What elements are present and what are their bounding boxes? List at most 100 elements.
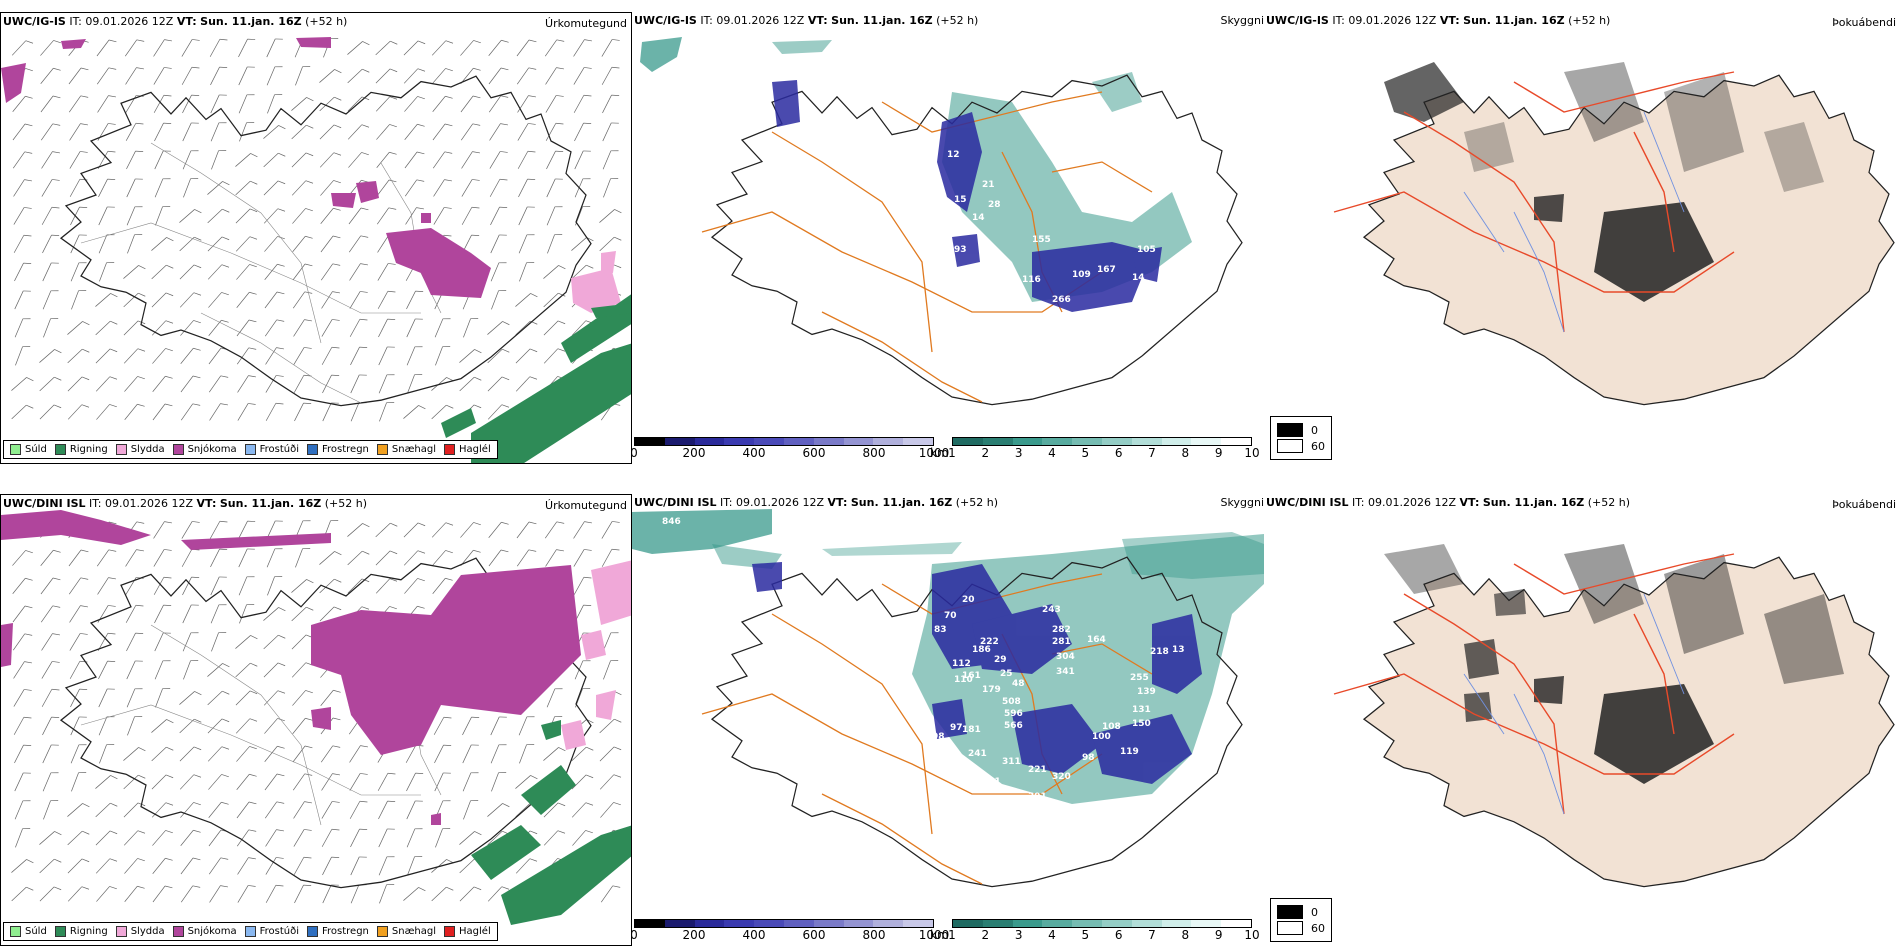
wind-barb [403,887,426,901]
legend-label: Frostregn [322,444,369,455]
wind-barb [239,122,255,142]
wind-barb [487,886,510,902]
visibility-value-label: 109 [1072,270,1091,280]
wind-barb [126,660,143,680]
wind-barb [39,858,62,874]
wind-barb [319,606,342,622]
colorbar-tick: 4 [1048,928,1056,942]
valid-time-label: VT: [196,497,217,510]
wind-barb [266,38,283,58]
wind-barb [462,772,479,792]
wind-barb [291,124,314,140]
wind-barb [70,262,87,282]
wind-barb [13,234,32,253]
legend-item: Súld [10,926,47,937]
wind-barb [42,744,59,764]
vis-km-ticks: 1 2 3 4 5 6 7 8 9 10 [948,928,1259,942]
valid-time: Sun. 11.jan. 16Z [219,497,322,510]
wind-barb [208,774,229,790]
wind-barb [573,39,593,57]
visibility-value-label: 108 [1102,722,1121,732]
wind-barb [237,375,257,393]
wind-barb [68,95,89,113]
wind-barb [463,318,479,338]
wind-barb [208,801,229,818]
wind-barb [97,150,116,169]
wind-barb [123,774,146,790]
wind-barb [151,746,174,762]
wind-barb [11,40,34,56]
wind-barb [543,348,566,364]
visibility-value-label: 97 [950,723,963,733]
wind-barb [155,688,171,708]
fog-legend: 0 60 [1270,898,1332,942]
legend-item: Frostregn [307,926,369,937]
rain-areas [471,720,631,925]
wind-barb [599,236,622,252]
wind-barb [543,265,566,279]
wind-barb [239,604,255,624]
init-time-label: IT: [700,14,713,27]
wind-barb [573,549,592,567]
wind-barb [488,521,509,538]
wind-barb [153,549,172,567]
wind-barb [459,886,482,902]
wind-barb [14,290,31,310]
visibility-value-label: 266 [1052,295,1071,305]
wind-barb [68,67,89,85]
wind-barb [124,403,145,420]
wind-barb [320,235,341,253]
colorbar-tick: 3 [1014,928,1023,942]
init-time-label: IT: [89,497,102,510]
wind-barb [40,577,61,595]
fog-legend-low: 60 [1311,439,1325,453]
wind-barb [67,858,90,874]
wind-barb [12,151,33,169]
wind-barb [292,291,313,309]
wind-barb [207,208,230,224]
wind-barb [347,523,370,537]
vis-km-colorbar: 1 2 3 4 5 6 7 8 9 10 km [930,437,1260,460]
wind-barb [208,857,229,875]
wind-barb [179,264,202,280]
visibility-value-label: 14 [1132,273,1145,283]
wind-barb [375,578,398,594]
wind-barb [321,828,340,847]
wind-barb [153,67,172,85]
wind-barb [434,318,451,338]
wind-barb [39,349,62,363]
visibility-value-label: 161 [962,671,981,681]
legend-swatch [444,926,456,937]
visibility-value-label: 222 [980,637,999,647]
wind-barb [292,745,313,763]
fog-legend: 0 60 [1270,416,1332,460]
wind-barb [181,39,200,57]
visibility-value-label: 391 [1028,792,1047,802]
valid-time: Sun. 11.jan. 16Z [200,15,302,28]
legend-swatch [376,444,388,455]
colorbar-tick: 2 [981,928,990,942]
wind-barb [544,39,565,57]
wind-barb [267,94,283,114]
wind-barb [238,576,255,596]
precip-type-panel-bottom: UWC/DINI ISL IT: 09.01.2026 12Z VT: Sun.… [0,494,632,946]
wind-barb [95,858,118,874]
wind-barb [347,124,370,140]
valid-time: Sun. 11.jan. 16Z [850,496,953,509]
wind-barb [11,404,34,420]
wind-barb [126,150,144,170]
fog-map-top [1333,62,1895,406]
wind-barb [460,522,481,538]
wind-barb [348,152,369,168]
wind-barb [459,376,482,392]
wind-barb [378,318,396,338]
wind-barb [155,206,171,226]
wind-barb [546,150,564,170]
wind-barb [96,886,117,902]
wind-barb [460,123,481,141]
panel-title: Skyggni [1220,14,1264,27]
wind-barb [463,800,479,820]
wind-barb [125,122,144,141]
wind-barb [291,97,314,111]
wind-barb [235,718,258,734]
